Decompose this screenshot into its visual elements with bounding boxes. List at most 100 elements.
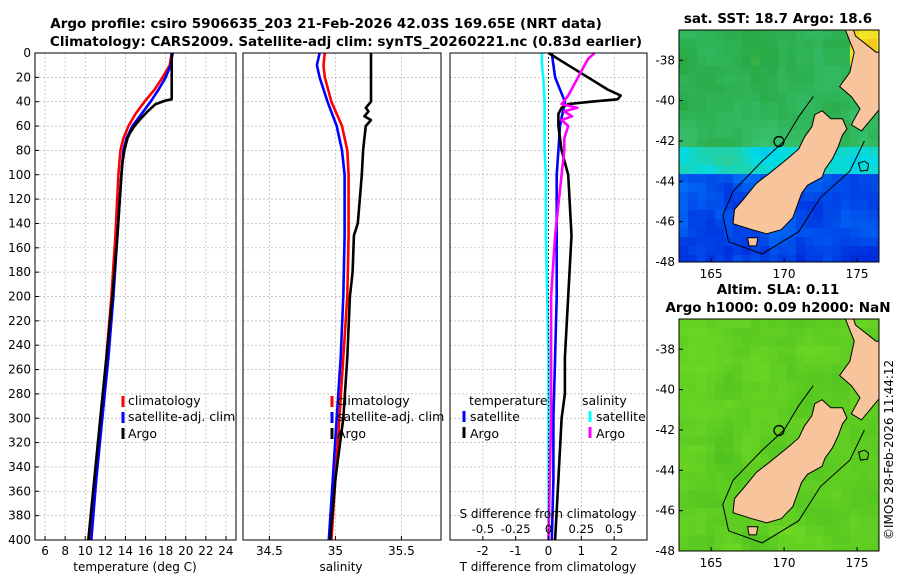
map-cell: [814, 526, 824, 536]
map-cell: [823, 355, 833, 365]
map-cell: [832, 382, 842, 392]
map-cell: [697, 120, 707, 130]
map-cell: [823, 508, 833, 518]
map-cell: [760, 436, 770, 446]
map-cell: [751, 391, 761, 401]
map-cell: [715, 472, 725, 482]
map-cell: [715, 319, 725, 329]
map-cell: [805, 192, 815, 202]
map-cell: [778, 129, 788, 139]
series-t-argo: [547, 51, 623, 541]
bathymetry-contour: [722, 96, 865, 255]
map-cell: [877, 246, 879, 256]
map-cell: [841, 535, 851, 545]
map-cell: [778, 355, 788, 365]
plot-frame: [242, 52, 442, 541]
map-cell: [715, 237, 725, 247]
y-tick-label: 60: [16, 119, 31, 133]
map-cell: [778, 93, 788, 103]
map-cell: [742, 454, 752, 464]
map-cell: [877, 165, 879, 175]
map-cell: [697, 427, 707, 437]
map-cell: [742, 355, 752, 365]
map-cell: [769, 129, 779, 139]
map-cell: [805, 102, 815, 112]
map-cell: [679, 472, 689, 482]
map-cell: [787, 400, 797, 410]
top-x-tick-label: 0.5: [605, 522, 623, 536]
map-cell: [742, 138, 752, 148]
map-cell: [751, 328, 761, 338]
map-cell: [769, 544, 779, 551]
map-cell: [679, 183, 689, 193]
map-cell: [733, 526, 743, 536]
map-cell: [805, 481, 815, 491]
map-cell: [859, 246, 869, 256]
map-cell: [706, 165, 716, 175]
map-cell: [706, 201, 716, 211]
map-y-tick-label: -40: [655, 383, 675, 397]
map-cell: [679, 535, 689, 545]
map-cell: [724, 445, 734, 455]
map-cell: [850, 237, 860, 247]
map-cell: [850, 454, 860, 464]
map-cell: [841, 490, 851, 500]
map-cell: [751, 129, 761, 139]
map-cell: [733, 165, 743, 175]
map-cell: [832, 373, 842, 383]
map-cell: [733, 409, 743, 419]
temperature-panel: 6 8 10 12 14 16 18 20 22 240204060801001201401601…: [8, 46, 237, 558]
map-cell: [715, 183, 725, 193]
map-cell: [868, 499, 878, 509]
map-cell: [724, 192, 734, 202]
map-cell: [760, 93, 770, 103]
map-cell: [715, 517, 725, 527]
map-cell: [796, 219, 806, 229]
map-cell: [706, 490, 716, 500]
map-cell: [841, 517, 851, 527]
map-cell: [697, 364, 707, 374]
map-cell: [877, 400, 879, 410]
y-tick-label: 280: [8, 387, 31, 401]
map-cell: [841, 463, 851, 473]
map-cell: [751, 57, 761, 67]
map-cell: [688, 210, 698, 220]
map-cell: [823, 102, 833, 112]
map-cell: [706, 517, 716, 527]
map-cell: [796, 544, 806, 551]
map-cell: [679, 526, 689, 536]
map-cell: [778, 57, 788, 67]
map-cell: [751, 93, 761, 103]
map-cell: [724, 427, 734, 437]
map-cell: [688, 409, 698, 419]
map-cell: [823, 490, 833, 500]
map-cell: [697, 138, 707, 148]
map-cell: [751, 48, 761, 58]
map-cell: [724, 409, 734, 419]
chatham-rise-contour: [857, 160, 870, 172]
map-cell: [697, 210, 707, 220]
map-cell: [841, 346, 851, 356]
map-cell: [697, 463, 707, 473]
map-cell: [805, 328, 815, 338]
map-y-tick-label: -42: [655, 423, 675, 437]
map-cell: [859, 237, 869, 247]
map-cell: [796, 93, 806, 103]
map-cell: [859, 508, 869, 518]
map-cell: [859, 255, 869, 262]
map-cell: [805, 382, 815, 392]
map-cell: [877, 544, 879, 551]
map-cell: [850, 228, 860, 238]
map-cell: [823, 228, 833, 238]
map-cell: [868, 147, 878, 157]
map-cell: [733, 246, 743, 256]
map-cell: [697, 201, 707, 211]
map-cell: [850, 165, 860, 175]
map-cell: [679, 382, 689, 392]
map-cell: [688, 30, 698, 40]
map-cell: [715, 535, 725, 545]
map-cell: [688, 319, 698, 329]
map-cell: [805, 346, 815, 356]
map-cell: [850, 526, 860, 536]
